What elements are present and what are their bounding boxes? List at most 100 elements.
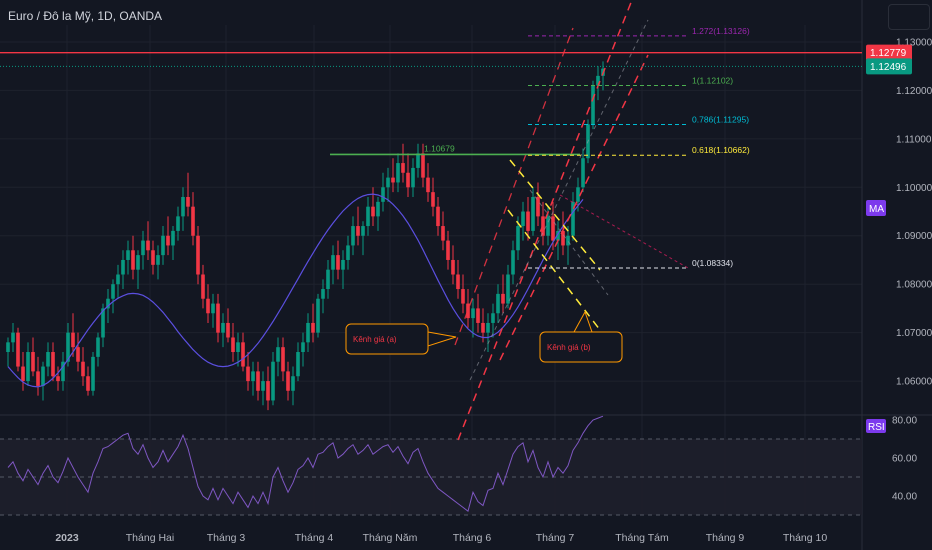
candle-body — [326, 269, 330, 290]
fib-level-label: 0.786(1.11295) — [692, 115, 749, 125]
price-channel-callout-label: Kênh giá (b) — [547, 343, 591, 352]
candlestick-series — [6, 61, 605, 411]
candle-body — [551, 216, 555, 241]
candle-body — [576, 187, 580, 202]
time-tick-label: 2023 — [55, 532, 79, 544]
candle-body — [26, 352, 30, 382]
candle-body — [561, 230, 565, 246]
candle-body — [176, 216, 180, 231]
candle-body — [456, 274, 460, 290]
candle-body — [536, 196, 540, 217]
candle-body — [296, 352, 300, 377]
candle-body — [216, 303, 220, 333]
ma-badge-label: MA — [869, 204, 884, 215]
candle-body — [461, 289, 465, 304]
channel-b-lower-line — [507, 209, 601, 331]
candle-body — [366, 206, 370, 227]
candle-body — [31, 352, 35, 372]
candle-body — [21, 366, 25, 382]
candle-body — [481, 322, 485, 333]
candle-body — [96, 337, 100, 357]
rsi-badge-label: RSI — [868, 422, 885, 433]
candle-body — [121, 259, 125, 275]
candle-body — [496, 293, 500, 314]
candle-body — [101, 308, 105, 338]
candle-body — [136, 255, 140, 270]
candle-body — [61, 361, 65, 382]
time-tick-label: Tháng 4 — [295, 532, 334, 544]
candle-body — [66, 332, 70, 362]
candle-body — [391, 177, 395, 183]
rsi-pane — [0, 415, 862, 516]
candle-body — [526, 211, 530, 231]
price-tick-label: 1.09000 — [896, 231, 932, 242]
candle-body — [186, 196, 190, 207]
candle-body — [311, 322, 315, 333]
fib-level-label: 1(1.12102) — [692, 75, 733, 85]
trend-drawings: Kênh giá (a) Kênh giá (b) — [345, 0, 689, 441]
candle-body — [191, 206, 195, 236]
candle-body — [111, 284, 115, 299]
channel-a-upper-line — [457, 0, 633, 441]
candle-body — [181, 196, 185, 217]
candle-body — [386, 177, 390, 188]
price-tick-label: 1.08000 — [896, 280, 932, 291]
candle-body — [256, 371, 260, 391]
candle-body — [376, 201, 380, 217]
time-tick-label: Tháng 9 — [706, 532, 745, 544]
price-tick-label: 1.13000 — [896, 37, 932, 48]
fib-trend-line — [559, 194, 689, 269]
candle-body — [406, 172, 410, 188]
time-tick-label: Tháng 6 — [453, 532, 492, 544]
candle-body — [51, 352, 55, 377]
candle-body — [516, 226, 520, 251]
price-channel-callout-label: Kênh giá (a) — [353, 335, 397, 344]
candle-body — [436, 206, 440, 227]
channel-b-center-line — [529, 189, 609, 296]
price-tick-label: 1.10000 — [896, 183, 932, 194]
candle-body — [161, 235, 165, 256]
price-tick-label: 1.07000 — [896, 328, 932, 339]
candle-body — [76, 347, 80, 362]
candle-body — [466, 303, 470, 319]
price-channel-callout-pointer — [573, 310, 593, 333]
candle-body — [336, 255, 340, 270]
candle-body — [81, 361, 85, 377]
alert-price-badge-bg — [866, 44, 912, 61]
candle-body — [126, 250, 130, 260]
candle-body — [501, 293, 505, 304]
rsi-badge-bg — [866, 419, 886, 433]
candle-body — [446, 240, 450, 260]
candle-body — [316, 298, 320, 333]
symbol-title[interactable]: Euro / Đô la Mỹ, 1D, OANDA — [8, 9, 163, 23]
candle-body — [521, 211, 525, 227]
candle-body — [341, 259, 345, 270]
candle-body — [226, 322, 230, 338]
candle-body — [46, 352, 50, 367]
candle-body — [486, 322, 490, 333]
candle-body — [131, 250, 135, 270]
candle-body — [426, 177, 430, 193]
alert-price-badge: 1.12779 — [870, 48, 907, 59]
chart-settings-box[interactable] — [888, 4, 930, 30]
candle-body — [281, 347, 285, 372]
candle-body — [171, 230, 175, 246]
rsi-tick-label: 60.00 — [892, 454, 917, 465]
candle-body — [491, 313, 495, 323]
last-price-badge: 1.12496 — [870, 62, 907, 73]
candle-body — [471, 308, 475, 319]
candle-body — [301, 342, 305, 353]
last-price-badge-bg — [866, 58, 912, 75]
candle-body — [6, 342, 10, 353]
channel-a-center-line — [469, 19, 649, 381]
candle-body — [36, 371, 40, 386]
candle-body — [71, 332, 75, 348]
candle-body — [556, 230, 560, 241]
candle-body — [571, 201, 575, 236]
candle-body — [441, 226, 445, 241]
resistance-level-label: 1.10679 — [424, 143, 455, 153]
candle-body — [306, 322, 310, 343]
candle-body — [591, 85, 595, 125]
candle-body — [506, 274, 510, 304]
